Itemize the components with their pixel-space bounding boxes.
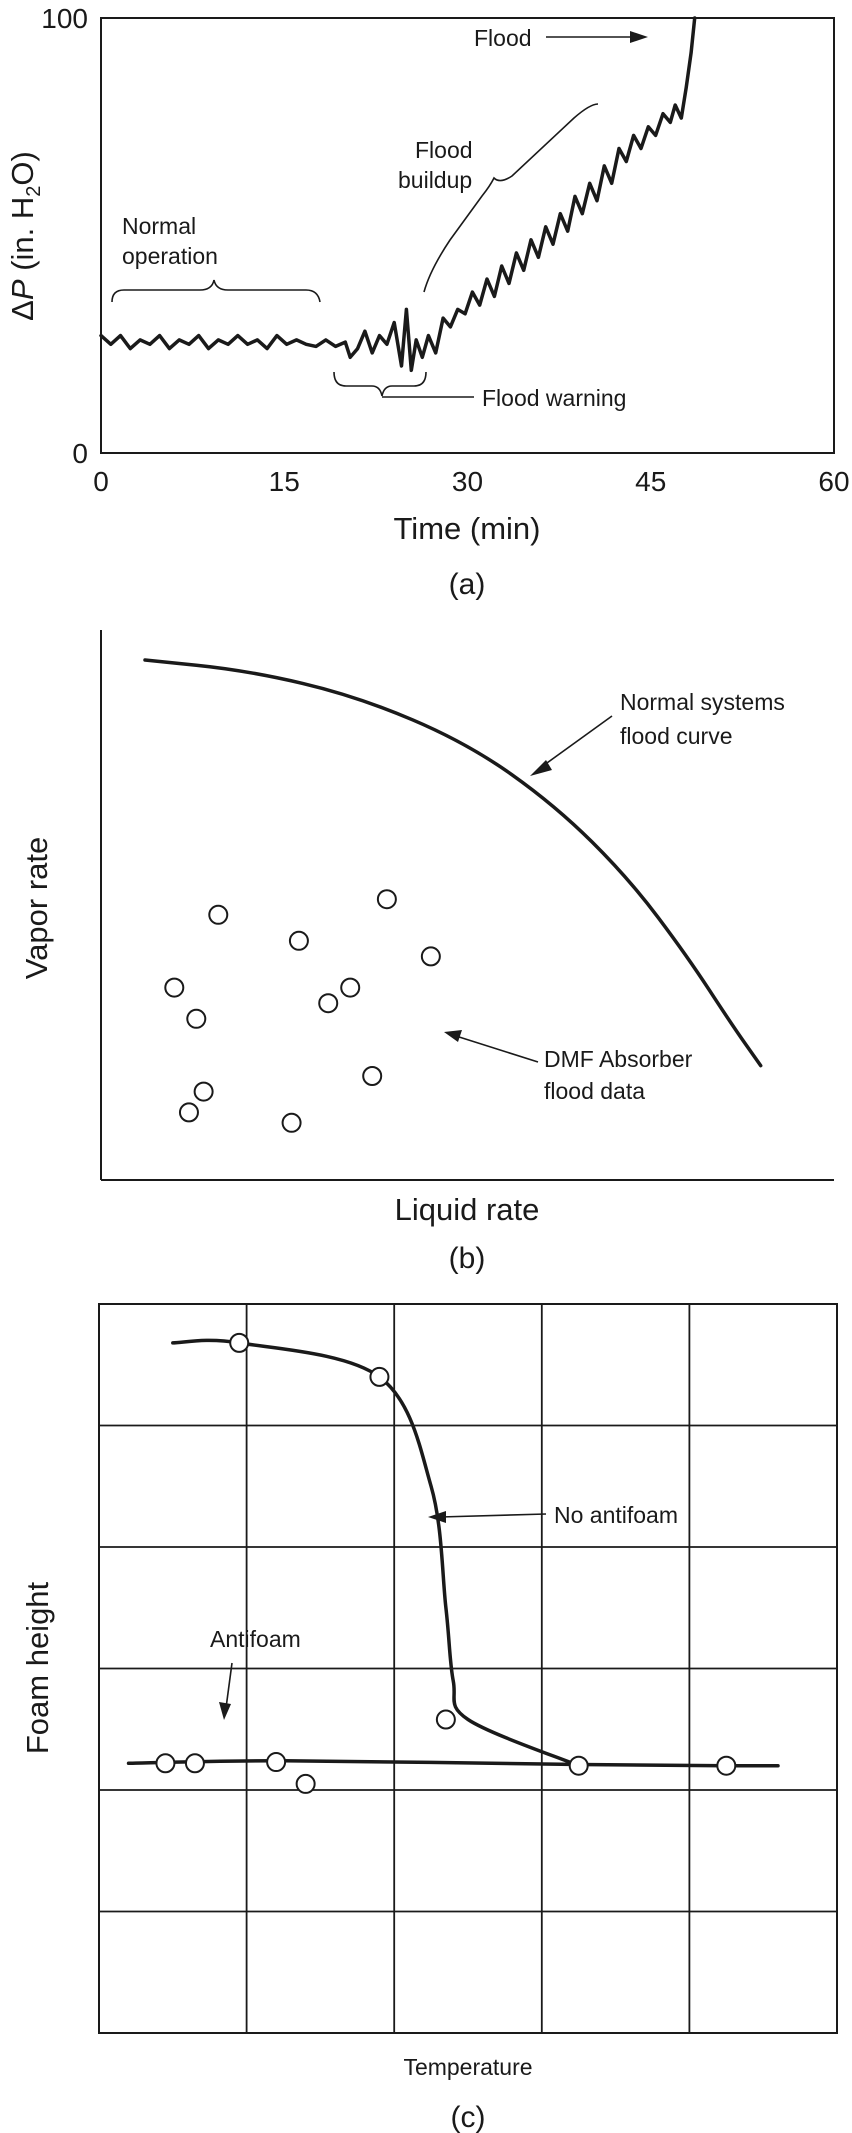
panel-label-b: (b) — [449, 1242, 486, 1275]
data-point — [435, 1709, 456, 1730]
data-point — [186, 1008, 207, 1029]
data-point — [229, 1332, 250, 1353]
dmf-flood-data-points — [164, 889, 441, 1133]
flood-curve-arrow-line — [539, 715, 613, 769]
antifoam-arrow-line — [225, 1662, 233, 1709]
antifoam-arrowhead — [219, 1702, 231, 1720]
x-tick-label: 15 — [269, 466, 300, 497]
data-point — [208, 904, 229, 925]
x-tick-label: 45 — [635, 466, 666, 497]
flood-warning-brace — [333, 371, 427, 397]
series-line-no-antifoam — [171, 1338, 581, 1768]
flood-buildup-label-line2: buildup — [398, 167, 472, 193]
no-antifoam-arrow-line — [439, 1513, 547, 1518]
data-point — [376, 889, 397, 910]
series-line-dp — [99, 16, 697, 373]
flood-arrowhead — [630, 31, 648, 43]
grid-c — [99, 1304, 837, 2033]
data-point — [568, 1755, 589, 1776]
x-axis-label-b: Liquid rate — [395, 1192, 540, 1227]
normal-operation-label-line2: operation — [122, 243, 218, 269]
dmf-data-arrow-line — [455, 1035, 539, 1063]
y-axis-label-c: Foam height — [20, 1581, 55, 1754]
panel-label-a: (a) — [449, 568, 486, 601]
x-tick-label: 0 — [93, 466, 109, 497]
data-point — [266, 1752, 287, 1773]
dmf-data-label-line1: DMF Absorber — [544, 1046, 693, 1072]
data-point — [420, 946, 441, 967]
panel-a: 0 15 30 45 60 0 100 Time (min) ΔP (in. H2O) N… — [5, 3, 850, 601]
x-tick-label: 60 — [818, 466, 849, 497]
data-point — [193, 1081, 214, 1102]
antifoam-label: Antifoam — [210, 1626, 301, 1652]
panel-label-c: (c) — [451, 2101, 486, 2133]
flood-curve-label-line1: Normal systems — [620, 689, 785, 715]
flood-buildup-brace — [423, 103, 599, 293]
dmf-data-arrowhead — [444, 1030, 462, 1042]
data-point — [340, 977, 361, 998]
y-tick-label: 100 — [41, 3, 88, 34]
flood-curve-label-line2: flood curve — [620, 723, 733, 749]
flood-curve-line — [143, 658, 763, 1068]
x-tick-label: 30 — [452, 466, 483, 497]
flood-curve-arrowhead — [530, 760, 552, 776]
data-markers-c — [155, 1332, 737, 1794]
panel-c: Temperature Foam height No antifoam Anti… — [20, 1303, 838, 2133]
x-tick-labels-a: 0 15 30 45 60 — [93, 466, 849, 497]
flood-warning-label: Flood warning — [482, 385, 626, 411]
data-point — [369, 1366, 390, 1387]
data-point — [288, 930, 309, 951]
y-tick-labels-a: 0 100 — [41, 3, 88, 469]
data-point — [318, 993, 339, 1014]
data-point — [716, 1755, 737, 1776]
dmf-data-label-line2: flood data — [544, 1078, 645, 1104]
data-point — [155, 1753, 176, 1774]
flood-label: Flood — [474, 25, 532, 51]
x-axis-label-c: Temperature — [403, 2054, 532, 2080]
data-point — [164, 977, 185, 998]
data-point — [281, 1112, 302, 1133]
data-point — [295, 1773, 316, 1794]
data-point — [178, 1102, 199, 1123]
no-antifoam-arrowhead — [428, 1511, 446, 1523]
normal-operation-label-line1: Normal — [122, 213, 196, 239]
flood-buildup-label-line1: Flood — [415, 137, 473, 163]
x-axis-label-a: Time (min) — [394, 511, 541, 546]
y-tick-label: 0 — [72, 438, 88, 469]
panel-b: Liquid rate Vapor rate Normal systems fl… — [19, 630, 834, 1275]
plot-frame-a — [100, 17, 835, 454]
series-line-antifoam — [126, 1759, 780, 1768]
y-axis-label-b: Vapor rate — [19, 837, 54, 979]
y-axis-label-a: ΔP (in. H2O) — [5, 151, 45, 321]
data-point — [362, 1066, 383, 1086]
normal-operation-brace — [111, 279, 321, 303]
no-antifoam-label: No antifoam — [554, 1502, 678, 1528]
data-point — [184, 1753, 205, 1774]
